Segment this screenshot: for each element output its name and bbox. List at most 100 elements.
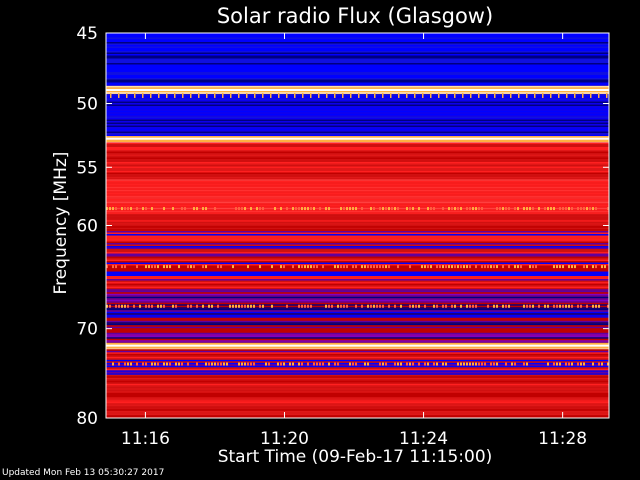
spectrogram-stripe: [106, 72, 609, 74]
interference-dash: [463, 265, 465, 269]
interference-dash: [187, 304, 189, 308]
interference-dash: [451, 207, 453, 211]
spectrogram-stripe: [106, 116, 609, 119]
spectrogram-stripe: [106, 232, 609, 235]
interference-dash: [241, 304, 243, 308]
interference-dash: [379, 362, 381, 366]
burst-mark: [598, 92, 600, 98]
spectrogram-stripe: [106, 148, 609, 150]
interference-line: [106, 265, 606, 269]
interference-dash: [424, 362, 426, 366]
burst-mark: [374, 92, 376, 98]
burst-mark: [590, 92, 592, 98]
interference-line: [106, 207, 609, 211]
interference-dash: [493, 304, 495, 308]
interference-dash: [475, 207, 477, 211]
interference-dash: [445, 304, 447, 308]
spectrogram-stripe: [106, 267, 609, 269]
burst-mark: [558, 92, 560, 98]
spectrogram-stripe: [106, 104, 609, 107]
interference-dash: [118, 362, 120, 366]
spectrogram-stripe: [106, 323, 609, 326]
interference-dash: [460, 265, 462, 269]
interference-dash: [124, 265, 126, 269]
interference-dash: [355, 304, 357, 308]
spectrogram-stripe: [106, 261, 609, 263]
interference-dash: [274, 207, 276, 211]
interference-dash: [310, 265, 312, 269]
interference-dash: [583, 362, 585, 366]
burst-mark: [334, 92, 336, 98]
spectrogram-stripe: [106, 152, 609, 155]
interference-dash: [553, 362, 555, 366]
burst-mark: [142, 92, 144, 98]
interference-dash: [553, 207, 555, 211]
spectrogram-stripe: [106, 42, 609, 44]
spectrogram-stripe: [106, 227, 609, 230]
burst-mark: [222, 92, 224, 98]
spectrogram-stripe: [106, 85, 609, 88]
spectrogram-stripe: [106, 305, 609, 308]
interference-dash: [136, 362, 138, 366]
interference-dash: [601, 362, 603, 366]
interference-dash: [466, 207, 468, 211]
spectrogram-stripe: [106, 304, 609, 306]
burst-mark: [406, 92, 408, 98]
interference-dash: [247, 265, 249, 269]
interference-dash: [355, 207, 357, 211]
interference-dash: [454, 265, 456, 269]
interference-dash: [337, 362, 339, 366]
interference-dash: [343, 265, 345, 269]
spectrogram-stripe: [106, 298, 609, 300]
spectrogram-stripe: [106, 82, 609, 84]
spectrogram-stripe: [106, 40, 609, 42]
interference-dash: [262, 304, 264, 308]
interference-dash: [412, 362, 414, 366]
spectrogram-stripe: [106, 361, 609, 363]
spectrogram-stripe: [106, 274, 609, 277]
spectrogram-stripe: [106, 413, 609, 416]
interference-dash: [463, 362, 465, 366]
interference-dash: [217, 304, 219, 308]
interference-dash: [502, 304, 504, 308]
spectrogram-stripe: [106, 79, 609, 81]
spectrogram-stripe: [106, 226, 609, 228]
interference-dash: [106, 265, 108, 269]
interference-dash: [196, 362, 198, 366]
interference-dash: [367, 304, 369, 308]
interference-dash: [487, 304, 489, 308]
interference-dash: [517, 207, 519, 211]
spectrogram-stripe: [106, 179, 609, 181]
spectrogram-stripe: [106, 101, 609, 104]
interference-dash: [250, 362, 252, 366]
interference-dash: [277, 362, 279, 366]
interference-dash: [556, 362, 558, 366]
interference-dash: [424, 304, 426, 308]
burst-mark: [158, 92, 160, 98]
spectrogram-stripe: [106, 52, 609, 54]
burst-mark: [390, 92, 392, 98]
interference-dash: [424, 265, 426, 269]
burst-mark: [326, 92, 328, 98]
interference-dash: [298, 362, 300, 366]
updated-timestamp: Updated Mon Feb 13 05:30:27 2017: [2, 468, 165, 478]
interference-dash: [607, 207, 609, 211]
spectrogram-stripe: [106, 249, 609, 251]
bright-emission-core: [106, 344, 609, 347]
interference-dash: [328, 362, 330, 366]
burst-mark: [302, 92, 304, 98]
interference-dash: [217, 265, 219, 269]
spectrogram-stripe: [106, 240, 609, 242]
interference-dash: [520, 265, 522, 269]
interference-dash: [181, 362, 183, 366]
spectrogram-stripe: [106, 338, 609, 341]
spectrogram-stripe: [106, 299, 609, 302]
interference-dash: [163, 265, 165, 269]
spectrogram-stripe: [106, 203, 609, 205]
interference-dash: [556, 265, 558, 269]
interference-dash: [370, 207, 372, 211]
spectrogram-stripe: [106, 334, 609, 336]
interference-dash: [328, 304, 330, 308]
interference-dash: [340, 265, 342, 269]
